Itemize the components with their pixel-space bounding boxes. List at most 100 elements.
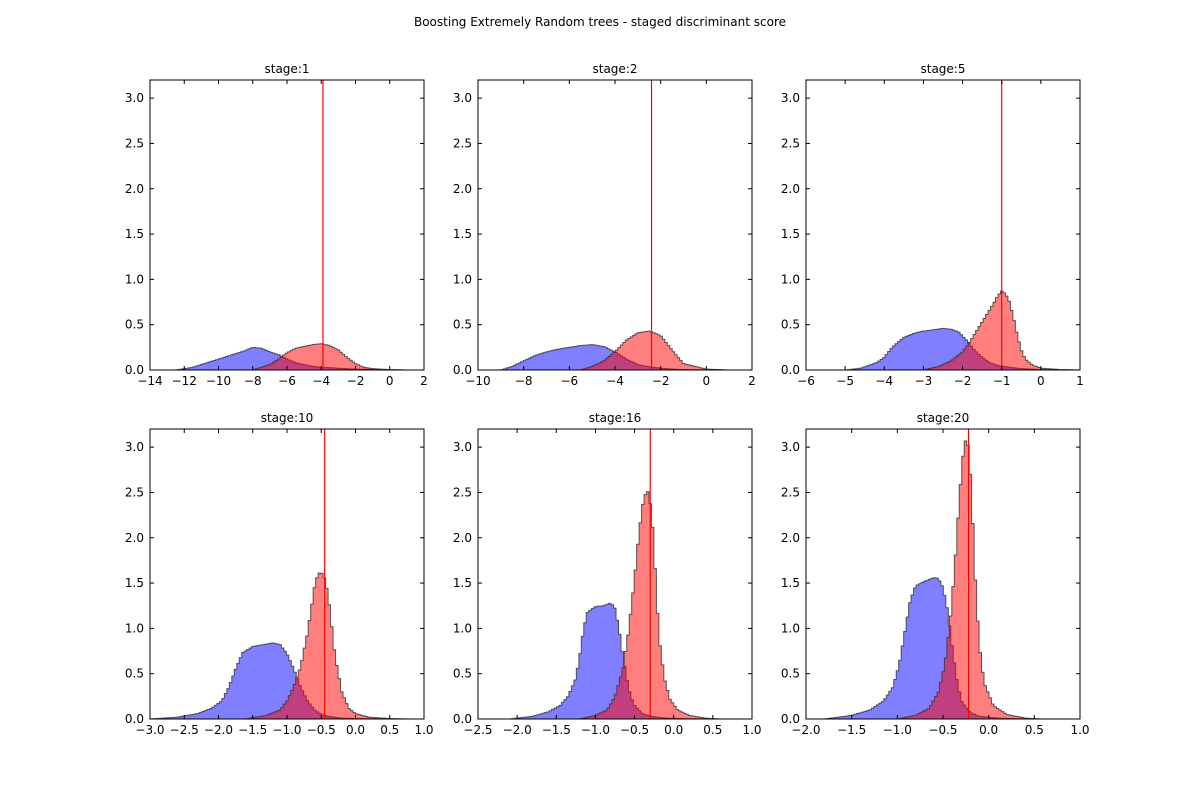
histogram-red (252, 343, 408, 370)
x-tick-label: −14 (137, 374, 162, 388)
y-tick-label: 2.0 (125, 531, 144, 545)
plot-area (823, 429, 1044, 719)
x-tick-label: −2.0 (503, 723, 532, 737)
y-tick-label: 2.5 (453, 136, 472, 150)
y-tick-label: 0.0 (125, 712, 144, 726)
x-tick-label: 0.0 (664, 723, 683, 737)
axes-frame (477, 428, 753, 720)
subplot-title: stage:1 (265, 62, 310, 76)
x-tick-label: −2.0 (791, 723, 820, 737)
y-tick-label: 3.0 (781, 91, 800, 105)
subplot-3: stage:5 −6 −5 −4 −3 −2 −1 0 1 0.0 0.5 1.0 1.5 2.0 2.5 3… (781, 62, 1084, 388)
x-tick-label: −6 (278, 374, 296, 388)
x-tick-label: −1 (993, 374, 1011, 388)
x-tick-label: −0.5 (307, 723, 336, 737)
x-tick-label: −8 (515, 374, 533, 388)
y-tick-label: 0.0 (781, 712, 800, 726)
x-tick-label: 1.0 (414, 723, 433, 737)
subplot-6: stage:20 −2.0 −1.5 −1.0 −0.5 0.0 0.5 1.0 0.0 0.5 1… (781, 411, 1090, 737)
x-tick-label: −1.5 (837, 723, 866, 737)
subplot-4: stage:10 −3.0 −2.5 −2.0 −1.5 −1.0 −0.5 0.0 0.5 1.… (125, 411, 434, 737)
subplot-title: stage:20 (917, 411, 970, 425)
subplot-title: stage:5 (921, 62, 966, 76)
subplot-5: stage:16 −2.5 −2.0 −1.5 −1.0 −0.5 0.0 0.5 1.0 0.0… (453, 411, 762, 737)
y-tick-label: 0.0 (453, 363, 472, 377)
x-tick-label: −4 (875, 374, 893, 388)
figure-suptitle: Boosting Extremely Random trees - staged… (414, 15, 786, 29)
x-tick-label: 0.5 (703, 723, 722, 737)
y-tick-label: 1.5 (781, 227, 800, 241)
x-tick-label: −1.5 (238, 723, 267, 737)
plot-area (508, 429, 722, 719)
x-tick-label: −2 (652, 374, 670, 388)
y-tick-label: 1.0 (781, 621, 800, 635)
x-tick-label: −6 (560, 374, 578, 388)
y-tick-label: 2.0 (781, 182, 800, 196)
y-tick-label: 0.5 (781, 667, 800, 681)
x-tick-label: −12 (172, 374, 197, 388)
y-tick-label: 2.5 (125, 136, 144, 150)
x-tick-label: −10 (465, 374, 490, 388)
histogram-red (245, 572, 411, 719)
y-tick-label: 3.0 (781, 440, 800, 454)
x-tick-label: 2 (420, 374, 428, 388)
y-tick-label: 0.0 (125, 363, 144, 377)
x-tick-label: −2.5 (170, 723, 199, 737)
x-tick-label: −3 (915, 374, 933, 388)
y-tick-label: 2.0 (453, 531, 472, 545)
y-tick-label: 0.0 (453, 712, 472, 726)
x-tick-label: −8 (244, 374, 262, 388)
y-tick-label: 3.0 (125, 91, 144, 105)
x-tick-label: 0.5 (1025, 723, 1044, 737)
y-tick-label: 2.0 (781, 531, 800, 545)
x-tick-label: 0 (386, 374, 394, 388)
x-tick-label: −10 (206, 374, 231, 388)
y-tick-label: 1.0 (453, 272, 472, 286)
y-tick-label: 1.5 (453, 227, 472, 241)
y-tick-label: 2.5 (781, 485, 800, 499)
x-tick-label: 0.5 (380, 723, 399, 737)
y-tick-label: 0.5 (781, 318, 800, 332)
x-tick-label: −4 (312, 374, 330, 388)
x-tick-label: −1.0 (883, 723, 912, 737)
subplot-grid: stage:1−14 −12 −10 −8 −6 −4 −2 0 20.00.51.01.52.… (125, 62, 1090, 737)
y-tick-label: 0.5 (125, 667, 144, 681)
y-tick-label: 0.5 (453, 667, 472, 681)
subplot-1: stage:1 −14 −12 −10 −8 −6 −4 −2 0 2 0.0 0.5 1.0 1.5 2.… (125, 62, 428, 388)
x-tick-label: −1.0 (581, 723, 610, 737)
x-tick-label: −2 (954, 374, 972, 388)
y-tick-label: 3.0 (125, 440, 144, 454)
y-tick-label: 1.5 (125, 227, 144, 241)
y-tick-label: 1.0 (125, 272, 144, 286)
y-tick-label: 0.5 (453, 318, 472, 332)
y-tick-label: 0.5 (125, 318, 144, 332)
x-tick-label: 0 (703, 374, 711, 388)
subplot-title: stage:16 (589, 411, 642, 425)
histogram-red (896, 440, 1044, 719)
x-tick-label: −2 (347, 374, 365, 388)
x-tick-label: 1 (1076, 374, 1084, 388)
x-tick-label: −3.0 (135, 723, 164, 737)
subplot-2: stage:2 −10 −8 −6 −4 −2 0 2 0.0 0.5 1.0 1.5 2.0 2.5 3.… (453, 62, 756, 388)
plot-area (500, 80, 730, 370)
y-tick-label: 2.0 (453, 182, 472, 196)
x-tick-label: 1.0 (1070, 723, 1089, 737)
y-tick-label: 2.0 (125, 182, 144, 196)
x-tick-label: −1.0 (272, 723, 301, 737)
y-tick-label: 2.5 (781, 136, 800, 150)
y-tick-label: 1.0 (125, 621, 144, 635)
x-tick-label: −5 (836, 374, 854, 388)
y-tick-label: 2.5 (125, 485, 144, 499)
y-tick-label: 3.0 (453, 91, 472, 105)
y-tick-label: 1.0 (781, 272, 800, 286)
y-tick-label: 1.5 (125, 576, 144, 590)
x-tick-label: −1.5 (542, 723, 571, 737)
y-tick-label: 1.0 (453, 621, 472, 635)
x-tick-label: −0.5 (928, 723, 957, 737)
x-tick-label: 0.0 (979, 723, 998, 737)
y-tick-label: 3.0 (453, 440, 472, 454)
y-tick-label: 0.0 (781, 363, 800, 377)
subplot-title: stage:10 (261, 411, 314, 425)
x-tick-label: −0.5 (620, 723, 649, 737)
